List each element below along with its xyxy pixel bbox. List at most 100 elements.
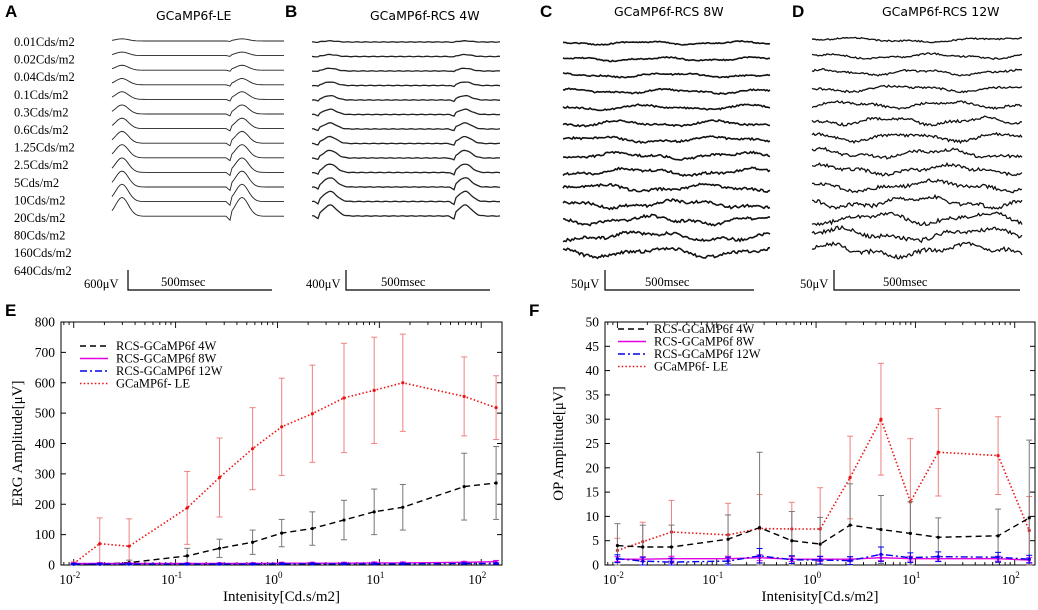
erg-trace (311, 81, 501, 88)
y-tick-label: 600 (35, 375, 56, 390)
scale-bar-lines-b (345, 270, 490, 291)
erg-trace (111, 157, 284, 177)
panel-f: F 0 5 10 15 20 25 30 35 40 45 50 10-2 10-1 100 101 102 I… (529, 301, 1036, 605)
scale-amp-d: 50μV (800, 277, 828, 291)
legend-label: RCS-GCaMP6f 12W (654, 347, 761, 361)
x-tick-label: 10-1 (702, 570, 723, 587)
data-point (848, 559, 852, 563)
data-point (342, 518, 346, 522)
data-point (641, 545, 645, 549)
scale-bar-lines-c (604, 270, 754, 291)
x-tick-label: 10-2 (59, 570, 80, 587)
y-tick-label: 300 (35, 466, 56, 481)
op-trace (562, 55, 771, 63)
data-point (127, 562, 131, 566)
panel-a-title: GCaMP6f-LE (156, 8, 232, 23)
y-tick-label: 500 (35, 406, 56, 421)
op-trace (811, 146, 1023, 160)
series-line (73, 381, 497, 565)
series-line (617, 517, 1030, 548)
legend-label: RCS-GCaMP6f 8W (654, 335, 755, 349)
data-point (848, 475, 852, 480)
y-axis-label: OP Amplitude[μV] (551, 386, 567, 501)
panel-b-title: GCaMP6f-RCS 4W (370, 8, 480, 23)
data-point (127, 544, 131, 548)
intensity-level-label: 0.6Cds/m2 (14, 123, 69, 137)
data-point (1027, 516, 1031, 520)
data-point (401, 562, 405, 566)
data-point (250, 562, 255, 566)
x-tick-label: 101 (902, 570, 920, 587)
data-point (908, 531, 912, 536)
data-point (669, 545, 674, 549)
x-tick-label: 100 (803, 570, 822, 587)
erg-trace (111, 91, 284, 102)
data-point (310, 412, 314, 416)
op-trace (811, 241, 1023, 260)
y-tick-label: 400 (35, 436, 56, 451)
panel-a: A GCaMP6f-LE 0.01Cds/m2 0.02Cds/m2 0.04Cds… (5, 2, 284, 291)
scale-bar-d: 50μV 500msec (800, 270, 1020, 291)
data-point (372, 510, 376, 514)
scale-amp-b: 400μV (306, 277, 340, 291)
scale-bar-c: 50μV 500msec (571, 270, 754, 291)
erg-trace (311, 94, 501, 103)
op-trace (562, 198, 771, 211)
erg-trace (311, 67, 501, 73)
intensity-level-label: 10Cds/m2 (14, 193, 65, 207)
erg-trace (311, 149, 501, 161)
op-trace (562, 39, 771, 46)
legend-label: RCS-GCaMP6f 4W (654, 322, 755, 336)
data-point (462, 394, 466, 399)
op-trace (562, 246, 771, 260)
op-trace (811, 52, 1023, 61)
y-tick-label: 5 (592, 533, 599, 548)
y-tick-label: 700 (35, 345, 56, 360)
erg-amplitude-chart: 0 100 200 300 400 500 600 700 800 10-2 10-1 100 101 1… (10, 315, 503, 605)
op-trace (811, 115, 1023, 127)
scale-bar-lines-d (833, 270, 1020, 291)
erg-trace (111, 183, 284, 207)
data-point (669, 560, 674, 564)
op-trace (811, 100, 1023, 110)
intensity-level-label: 80Cds/m2 (14, 229, 65, 243)
intensity-level-label: 0.04Cds/m2 (14, 70, 75, 84)
data-point (494, 406, 498, 410)
series-rcs4w (70, 446, 500, 566)
erg-trace (111, 117, 284, 132)
data-point (217, 546, 222, 550)
erg-traces-a (111, 38, 284, 222)
scale-time-a: 500msec (161, 275, 206, 289)
data-point (280, 425, 284, 429)
data-point (98, 542, 102, 546)
op-trace (811, 131, 1023, 145)
intensity-level-label: 0.01Cds/m2 (14, 35, 75, 49)
intensity-level-label: 0.02Cds/m2 (14, 53, 75, 67)
data-point (342, 396, 346, 400)
series-rcs12w (70, 561, 500, 566)
op-trace (562, 103, 771, 112)
scale-bar-lines-a (127, 270, 272, 291)
data-point (401, 381, 405, 385)
scale-bar-a: 600μV 500msec (84, 270, 272, 291)
data-point (185, 562, 189, 566)
y-axis-label: ERG Amplitude[μV] (10, 381, 26, 507)
series-line (73, 562, 497, 565)
legend-label: RCS-GCaMP6f 4W (116, 339, 217, 353)
x-axis-label: Intenisity[Cd.s/m2] (223, 589, 340, 605)
op-trace (811, 84, 1023, 94)
data-point (342, 562, 346, 566)
data-point (818, 542, 822, 546)
y-tick-label: 100 (35, 527, 56, 542)
intensity-level-label: 160Cds/m2 (14, 246, 72, 260)
data-point (996, 534, 1000, 538)
data-point (280, 562, 284, 566)
op-trace (811, 36, 1023, 44)
scale-bar-b: 400μV 500msec (306, 270, 490, 291)
y-tick-label: 0 (592, 558, 599, 573)
data-point (1027, 557, 1031, 561)
data-point (641, 559, 645, 563)
panel-b: B GCaMP6f-RCS 4W 400μV 500msec (285, 2, 501, 291)
scale-amp-a: 600μV (84, 277, 118, 291)
